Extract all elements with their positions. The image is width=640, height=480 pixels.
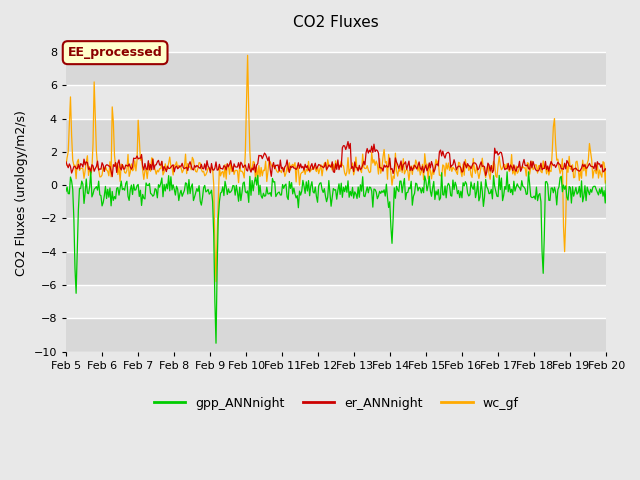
Bar (66, 85, 606, 119)
Bar (66, 218, 606, 252)
Title: CO2 Fluxes: CO2 Fluxes (293, 15, 379, 30)
Bar (66, 252, 606, 285)
Bar (66, 152, 606, 185)
Bar (66, 285, 606, 318)
Y-axis label: CO2 Fluxes (urology/m2/s): CO2 Fluxes (urology/m2/s) (15, 110, 28, 276)
Bar (66, 52, 606, 85)
Bar (66, 119, 606, 152)
Text: EE_processed: EE_processed (68, 46, 163, 59)
Bar (66, 185, 606, 218)
Bar (66, 318, 606, 351)
Legend: gpp_ANNnight, er_ANNnight, wc_gf: gpp_ANNnight, er_ANNnight, wc_gf (148, 392, 524, 415)
